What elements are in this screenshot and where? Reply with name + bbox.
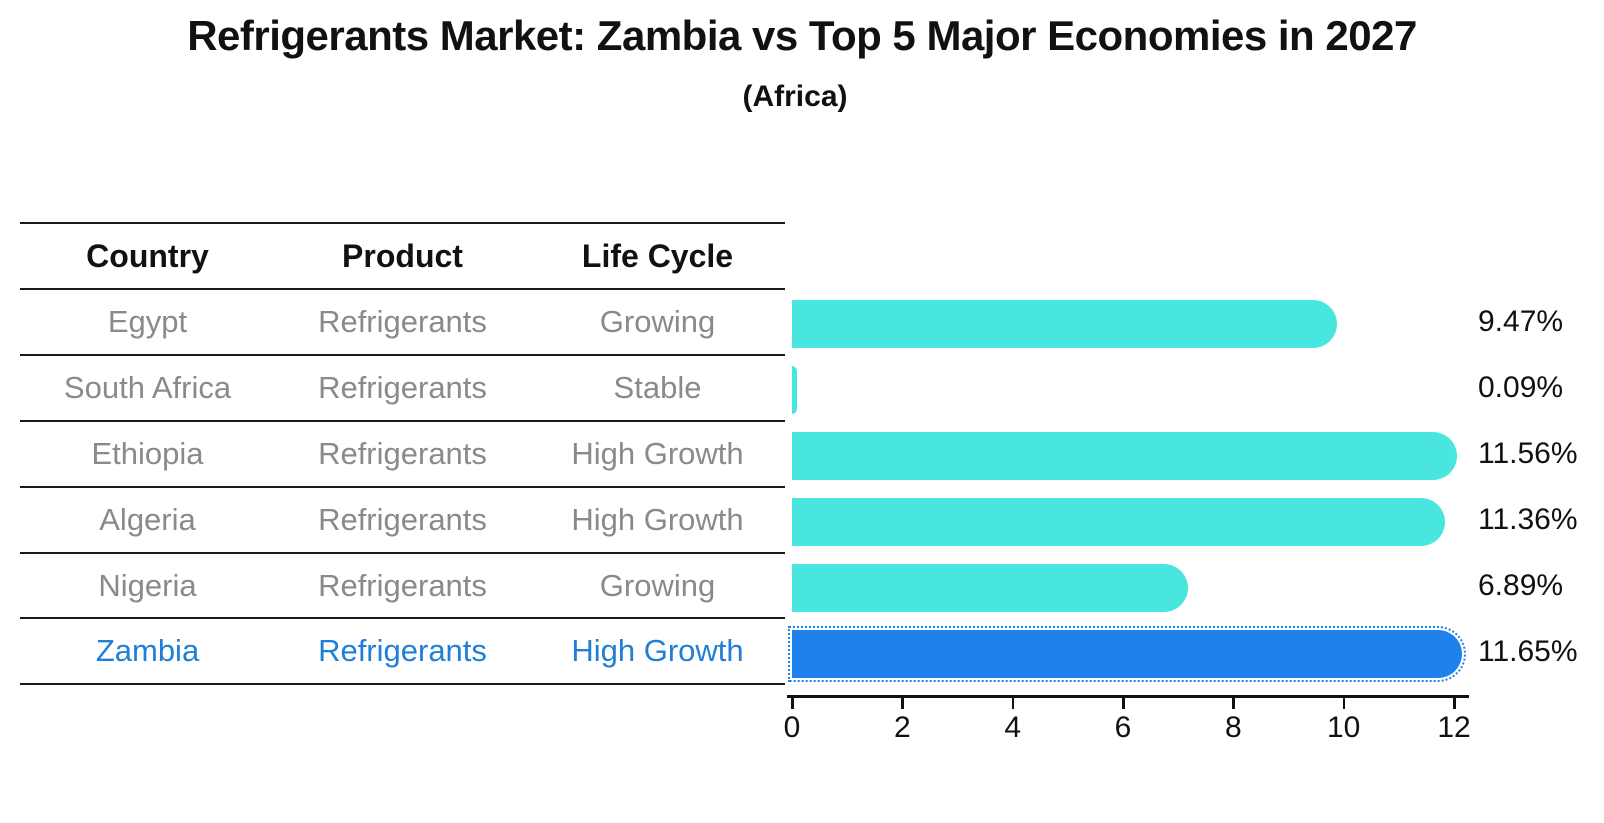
product-cell: Refrigerants <box>318 501 487 537</box>
life-cycle-cell: High Growth <box>571 501 744 537</box>
country-cell: Ethiopia <box>91 435 204 471</box>
country-cell: Nigeria <box>98 567 197 603</box>
product-cell: Refrigerants <box>318 435 487 471</box>
life-cycle-cell: Growing <box>599 567 716 603</box>
column-header-product: Product <box>342 237 463 274</box>
country-cell: Algeria <box>99 501 196 537</box>
value-label-algeria: 11.36% <box>1478 502 1578 536</box>
x-axis-tick-label-2: 2 <box>893 711 911 744</box>
country-cell: Egypt <box>107 303 188 339</box>
life-cycle-cell: High Growth <box>571 435 744 471</box>
country-cell: South Africa <box>63 369 232 405</box>
value-label-egypt: 9.47% <box>1478 305 1564 338</box>
life-cycle-cell: Growing <box>599 303 716 339</box>
table-body: Egypt Refrigerants Growing South Africa Refr… <box>20 290 785 686</box>
bar-algeria <box>792 497 1446 546</box>
product-cell: Refrigerants <box>318 303 487 339</box>
bar-egypt <box>792 300 1337 348</box>
x-axis-tick-6 <box>1122 695 1125 709</box>
x-axis-tick-label-4: 4 <box>1004 711 1022 744</box>
x-axis-tick-label-12: 12 <box>1437 711 1471 744</box>
chart-subtitle: (Africa) <box>742 80 848 113</box>
x-axis-tick-10 <box>1342 695 1346 709</box>
table-row-egypt: Egypt Refrigerants Growing <box>20 290 785 356</box>
table-header-row: Country Product Life Cycle <box>20 224 785 290</box>
table-row-ethiopia: Ethiopia Refrigerants High Growth <box>20 422 785 488</box>
comparison-table: Country Product Life Cycle Egypt Refriger… <box>20 222 785 686</box>
value-label-ethiopia: 11.56% <box>1478 436 1578 470</box>
x-axis-tick-label-8: 8 <box>1225 711 1242 744</box>
table-row-algeria: Algeria Refrigerants High Growth <box>20 488 785 554</box>
x-axis-tick-8 <box>1232 695 1235 709</box>
value-label-zambia: 11.65% <box>1478 634 1578 668</box>
bar-nigeria <box>792 563 1189 612</box>
x-axis-tick-label-6: 6 <box>1114 711 1132 744</box>
table-row-nigeria: Nigeria Refrigerants Growing <box>20 554 785 620</box>
life-cycle-cell: Stable <box>613 369 702 405</box>
bar-south-africa <box>792 365 798 414</box>
x-axis-tick-0 <box>791 695 794 709</box>
column-header-lifecycle: Life Cycle <box>581 237 734 274</box>
bar-value-labels: 9.47% 0.09% 11.56% 11.36% 6.89% 11.65% <box>1478 291 1604 751</box>
x-axis-line <box>787 695 1469 698</box>
column-header-country: Country <box>86 237 209 274</box>
table-row-zambia: Zambia Refrigerants High Growth <box>20 619 785 686</box>
highlight-bar-zambia <box>788 625 1466 682</box>
table-row-south-africa: South Africa Refrigerants Stable <box>20 356 785 422</box>
bar-chart-plot-area: 0 2 4 6 8 10 12 <box>784 291 1502 751</box>
x-axis-tick-2 <box>901 695 904 709</box>
country-cell: Zambia <box>95 633 200 669</box>
life-cycle-cell: High Growth <box>571 633 744 669</box>
product-cell: Refrigerants <box>318 567 487 603</box>
value-label-south-africa: 0.09% <box>1478 370 1564 404</box>
x-axis-tick-label-0: 0 <box>783 711 801 744</box>
product-cell: Refrigerants <box>318 633 487 669</box>
bar-ethiopia <box>792 431 1457 480</box>
chart-title: Refrigerants Market: Zambia vs Top 5 Maj… <box>187 12 1417 59</box>
value-label-nigeria: 6.89% <box>1478 568 1564 602</box>
x-axis-tick-label-10: 10 <box>1327 711 1361 744</box>
x-axis-tick-4 <box>1011 695 1015 709</box>
product-cell: Refrigerants <box>318 369 487 405</box>
x-axis-tick-12 <box>1453 695 1456 709</box>
